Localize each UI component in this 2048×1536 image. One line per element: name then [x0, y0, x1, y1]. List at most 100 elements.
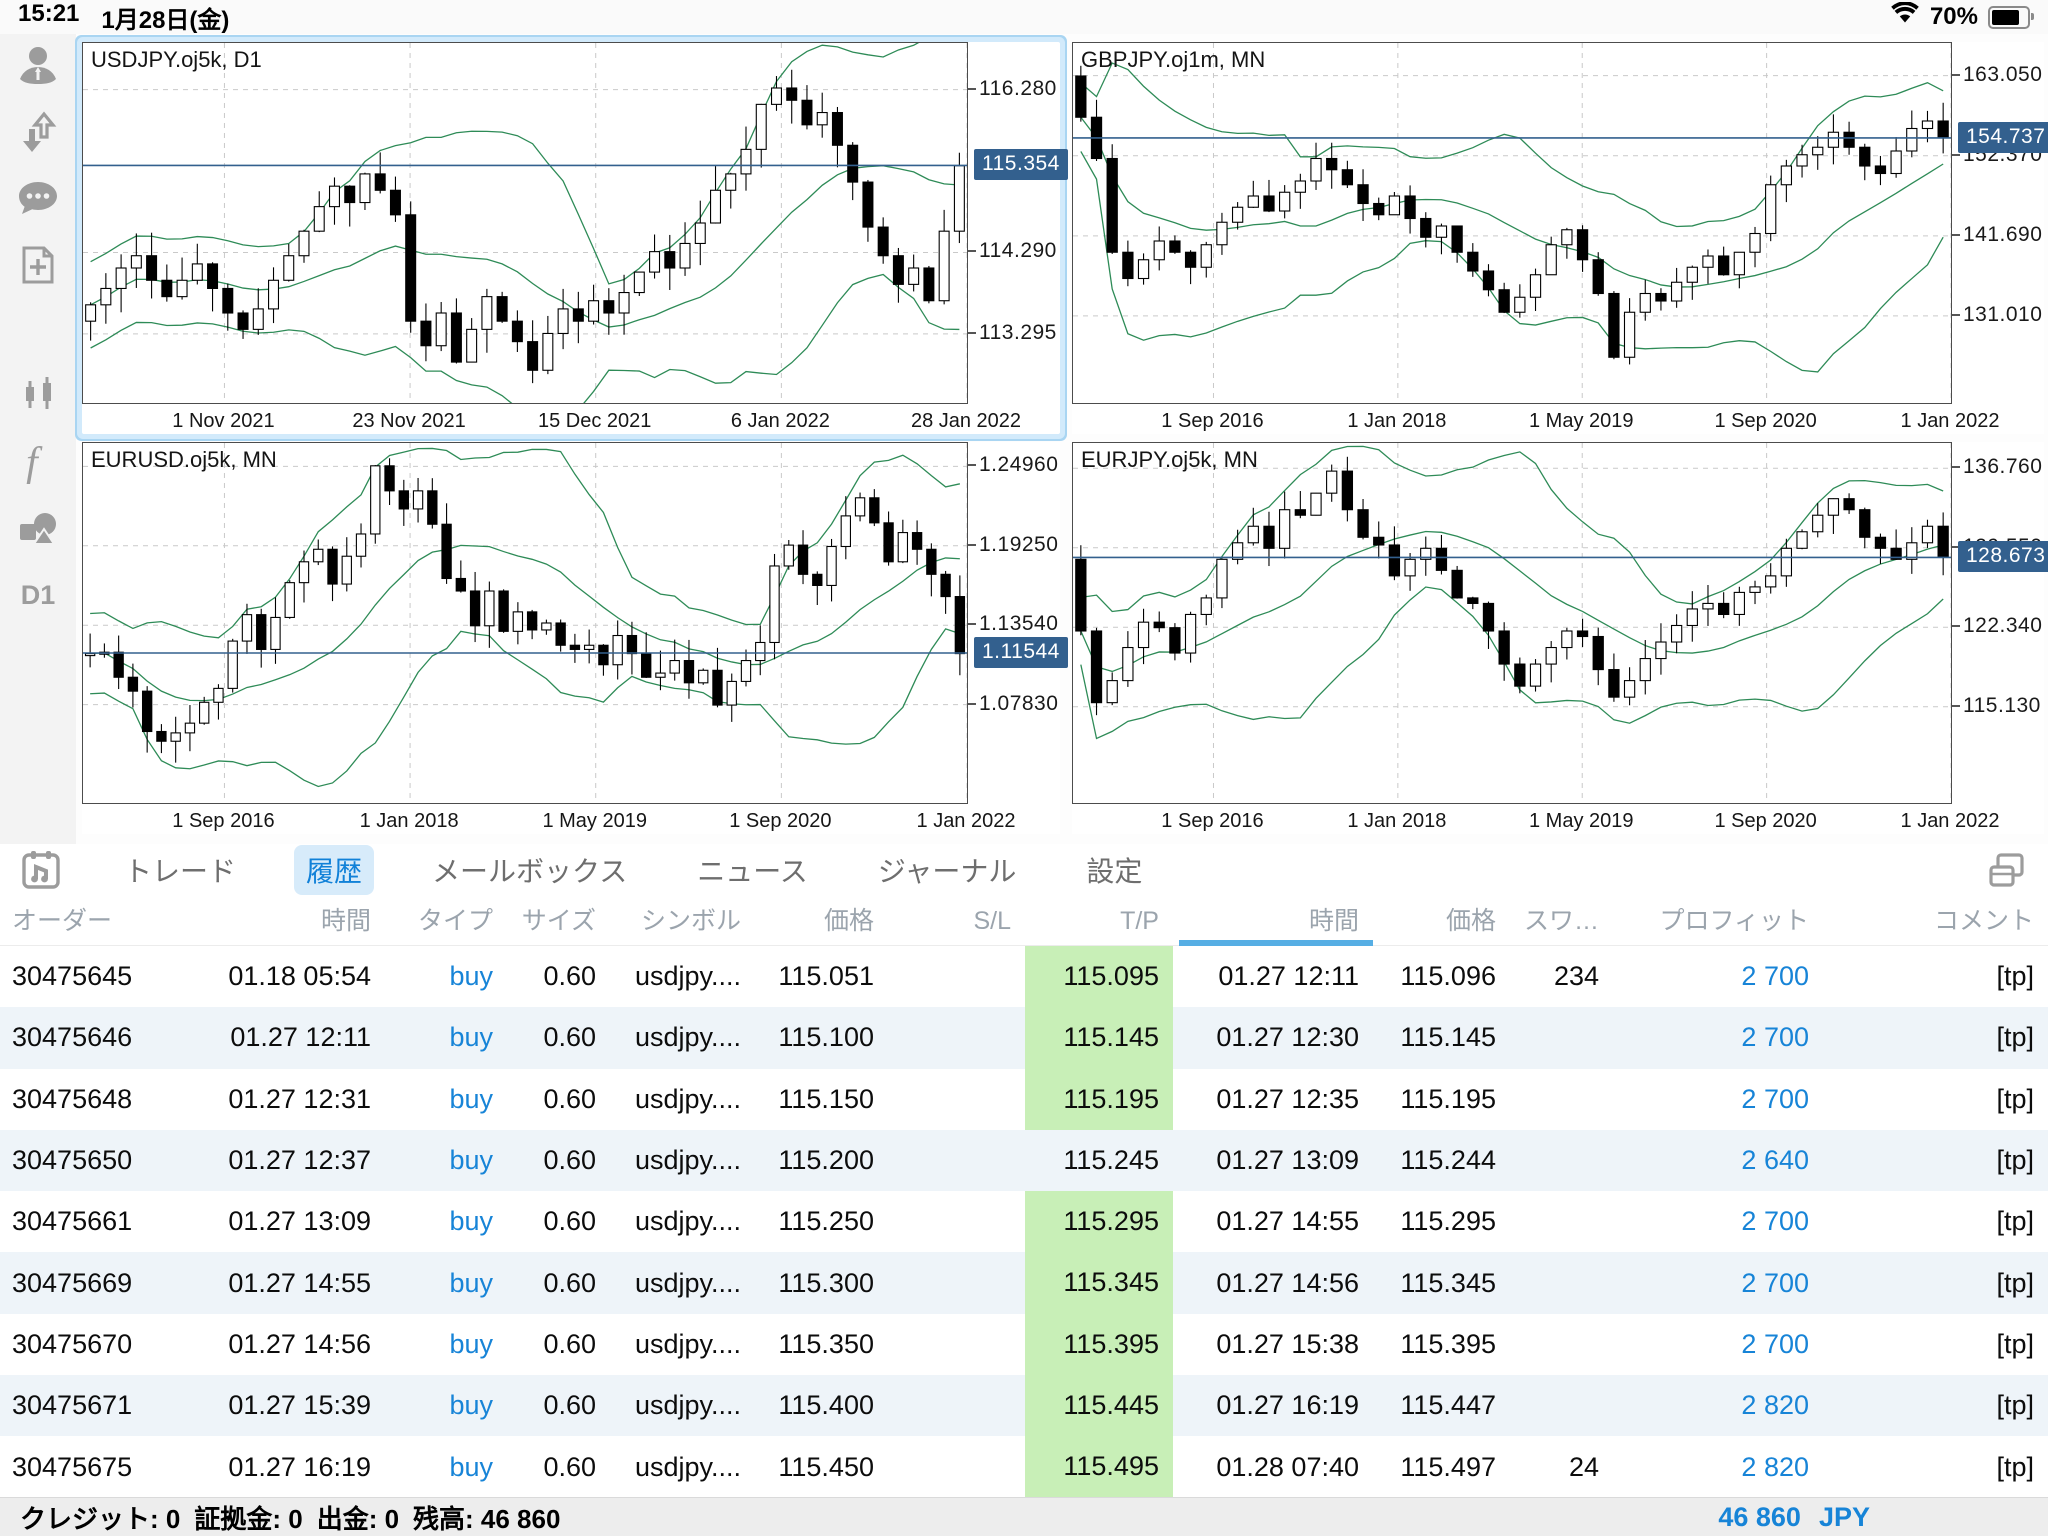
cell-tp: 115.295 — [1025, 1191, 1173, 1253]
price-axis[interactable]: 1.24960 1.19250 1.13540 1.07830 1.11544 — [968, 442, 1068, 802]
cell-profit: 2 700 — [1741, 1022, 1809, 1053]
column-header[interactable]: コメント — [1933, 907, 2034, 935]
date-axis[interactable]: 1 Sep 2016 1 Jan 2018 1 May 2019 1 Sep 2020… — [1072, 806, 2044, 834]
cell-comment: [tp] — [1996, 1145, 2034, 1176]
price-plot[interactable]: EURUSD.oj5k, MN — [82, 442, 968, 804]
history-row[interactable]: 30475645 01.18 05:54 buy 0.60 usdjpy.... 115.… — [0, 946, 2048, 1008]
current-price-badge: 154.737 — [1958, 121, 2048, 153]
column-header[interactable]: プロフィット — [1659, 907, 1809, 935]
column-header[interactable]: T/P — [1120, 907, 1159, 935]
column-header[interactable]: 価格 — [823, 907, 874, 935]
cell-comment: [tp] — [1996, 1328, 2034, 1359]
indicator-icon[interactable]: f — [16, 440, 60, 484]
window-layout-icon[interactable] — [1984, 847, 2030, 893]
cell-size: 0.60 — [543, 1083, 596, 1114]
history-row[interactable]: 30475650 01.27 12:37 buy 0.60 usdjpy.... 115.… — [0, 1129, 2048, 1192]
deposit-withdraw-icon[interactable] — [16, 111, 60, 155]
price-plot[interactable]: USDJPY.oj5k, D1 — [82, 42, 968, 404]
column-header[interactable]: オーダー — [12, 907, 113, 935]
price-tick: 1.24960 — [968, 453, 1058, 477]
cell-symbol: usdjpy.... — [634, 1390, 741, 1421]
date-label: 23 Nov 2021 — [352, 410, 466, 432]
cell-tp: 115.245 — [1063, 1145, 1159, 1176]
column-header[interactable]: スワ… — [1523, 907, 1599, 935]
cell-comment: [tp] — [1996, 1267, 2034, 1298]
tab-item[interactable]: ジャーナル — [877, 856, 1017, 887]
tabs: トレード 履歴 メールボックス ニュース ジャーナル 設定 — [112, 845, 1154, 895]
cell-symbol: usdjpy.... — [634, 1328, 741, 1359]
chart-panel[interactable]: EURJPY.oj5k, MN 136.760129.550122.340115.… — [1072, 442, 2048, 834]
cell-size: 0.60 — [543, 1206, 596, 1237]
date-axis[interactable]: 1 Nov 2021 23 Nov 2021 15 Dec 2021 6 Jan 20… — [82, 406, 1060, 434]
cell-close_price: 115.447 — [1400, 1390, 1496, 1421]
cell-size: 0.60 — [543, 961, 596, 992]
account-item: クレジット: 0 — [20, 1503, 181, 1534]
cell-size: 0.60 — [543, 1022, 596, 1053]
cell-open_time: 01.27 16:19 — [228, 1451, 371, 1482]
price-tick: 141.690 — [1952, 223, 2042, 247]
price-plot[interactable]: EURJPY.oj5k, MN — [1072, 442, 1952, 804]
cell-order: 30475650 — [12, 1145, 133, 1176]
cell-symbol: usdjpy.... — [634, 1206, 741, 1237]
tab-item[interactable]: ニュース — [697, 856, 808, 887]
cell-symbol: usdjpy.... — [634, 1145, 741, 1176]
objects-icon[interactable] — [16, 508, 60, 552]
history-row[interactable]: 30475671 01.27 15:39 buy 0.60 usdjpy.... 115.… — [0, 1375, 2048, 1437]
new-order-icon[interactable] — [16, 243, 60, 287]
price-tick: 116.280 — [968, 77, 1057, 101]
wifi-icon — [1890, 0, 1920, 33]
history-row[interactable]: 30475675 01.27 16:19 buy 0.60 usdjpy.... 115.… — [0, 1436, 2048, 1498]
price-axis[interactable]: 116.280 114.290 113.295 115.354 — [968, 42, 1068, 402]
tab-active[interactable]: 履歴 — [294, 845, 375, 895]
cell-close_time: 01.27 14:55 — [1216, 1206, 1359, 1237]
tab-item[interactable]: トレード — [124, 856, 237, 887]
column-header[interactable]: 時間 — [1173, 896, 1373, 946]
cell-open_time: 01.27 12:11 — [230, 1022, 371, 1053]
cell-close_time: 01.27 13:09 — [1216, 1145, 1359, 1176]
column-header[interactable]: 時間 — [320, 907, 371, 935]
history-row[interactable]: 30475669 01.27 14:55 buy 0.60 usdjpy.... 115.… — [0, 1252, 2048, 1314]
cell-close_time: 01.27 14:56 — [1216, 1267, 1359, 1298]
chat-icon[interactable] — [16, 176, 60, 220]
balance-currency: JPY — [1818, 1501, 1870, 1532]
chart-panel[interactable]: USDJPY.oj5k, D1 116.280 114.290 113.295 115.… — [82, 42, 1068, 434]
column-header[interactable]: タイプ — [417, 907, 493, 935]
timeframe-button[interactable]: D1 — [20, 580, 56, 610]
column-header[interactable]: サイズ — [521, 907, 596, 935]
cell-comment: [tp] — [1996, 1083, 2034, 1114]
tab-item[interactable]: メールボックス — [432, 856, 628, 887]
price-axis[interactable]: 163.050 152.370 141.690 131.010 154.737 — [1952, 42, 2048, 402]
chart-type-icon[interactable] — [16, 373, 60, 417]
price-tick: 163.050 — [1952, 63, 2042, 87]
date-label: 28 Jan 2022 — [910, 410, 1022, 432]
chart-panel[interactable]: GBPJPY.oj1m, MN 163.050 152.370 141.690 131.… — [1072, 42, 2048, 434]
cell-tp: 115.495 — [1025, 1436, 1173, 1498]
chart-symbol-label: EURJPY.oj5k, MN — [1081, 447, 1258, 472]
cell-close_time: 01.28 07:40 — [1216, 1451, 1359, 1482]
cell-close_price: 115.295 — [1400, 1206, 1496, 1237]
status-bar: 15:21 1月28日(金) 70% — [0, 0, 2048, 34]
history-panel-icon[interactable] — [18, 847, 64, 893]
date-axis[interactable]: 1 Sep 2016 1 Jan 2018 1 May 2019 1 Sep 2020… — [1072, 406, 2044, 434]
cell-order: 30475645 — [12, 961, 133, 992]
cell-close_price: 115.145 — [1400, 1022, 1496, 1053]
chart-panel[interactable]: EURUSD.oj5k, MN 1.24960 1.19250 1.13540 1.07… — [82, 442, 1068, 834]
column-header[interactable]: 価格 — [1445, 907, 1496, 935]
cell-open_time: 01.27 14:55 — [228, 1267, 371, 1298]
history-row[interactable]: 30475670 01.27 14:56 buy 0.60 usdjpy.... 115.… — [0, 1313, 2048, 1376]
cell-type: buy — [449, 1022, 493, 1053]
date-axis[interactable]: 1 Sep 2016 1 Jan 2018 1 May 2019 1 Sep 2020… — [82, 806, 1060, 834]
cell-close_price: 115.497 — [1400, 1451, 1496, 1482]
column-header[interactable]: シンボル — [640, 907, 741, 935]
history-row[interactable]: 30475661 01.27 13:09 buy 0.60 usdjpy.... 115.… — [0, 1191, 2048, 1253]
history-row[interactable]: 30475646 01.27 12:11 buy 0.60 usdjpy.... 115.… — [0, 1007, 2048, 1069]
tab-item[interactable]: 設定 — [1086, 856, 1143, 887]
cell-size: 0.60 — [543, 1267, 596, 1298]
column-header[interactable]: S/L — [973, 907, 1011, 935]
price-plot[interactable]: GBPJPY.oj1m, MN — [1072, 42, 1952, 404]
history-row[interactable]: 30475648 01.27 12:31 buy 0.60 usdjpy.... 115.… — [0, 1068, 2048, 1130]
chart-symbol-label: USDJPY.oj5k, D1 — [91, 47, 262, 72]
account-icon[interactable] — [16, 43, 60, 87]
